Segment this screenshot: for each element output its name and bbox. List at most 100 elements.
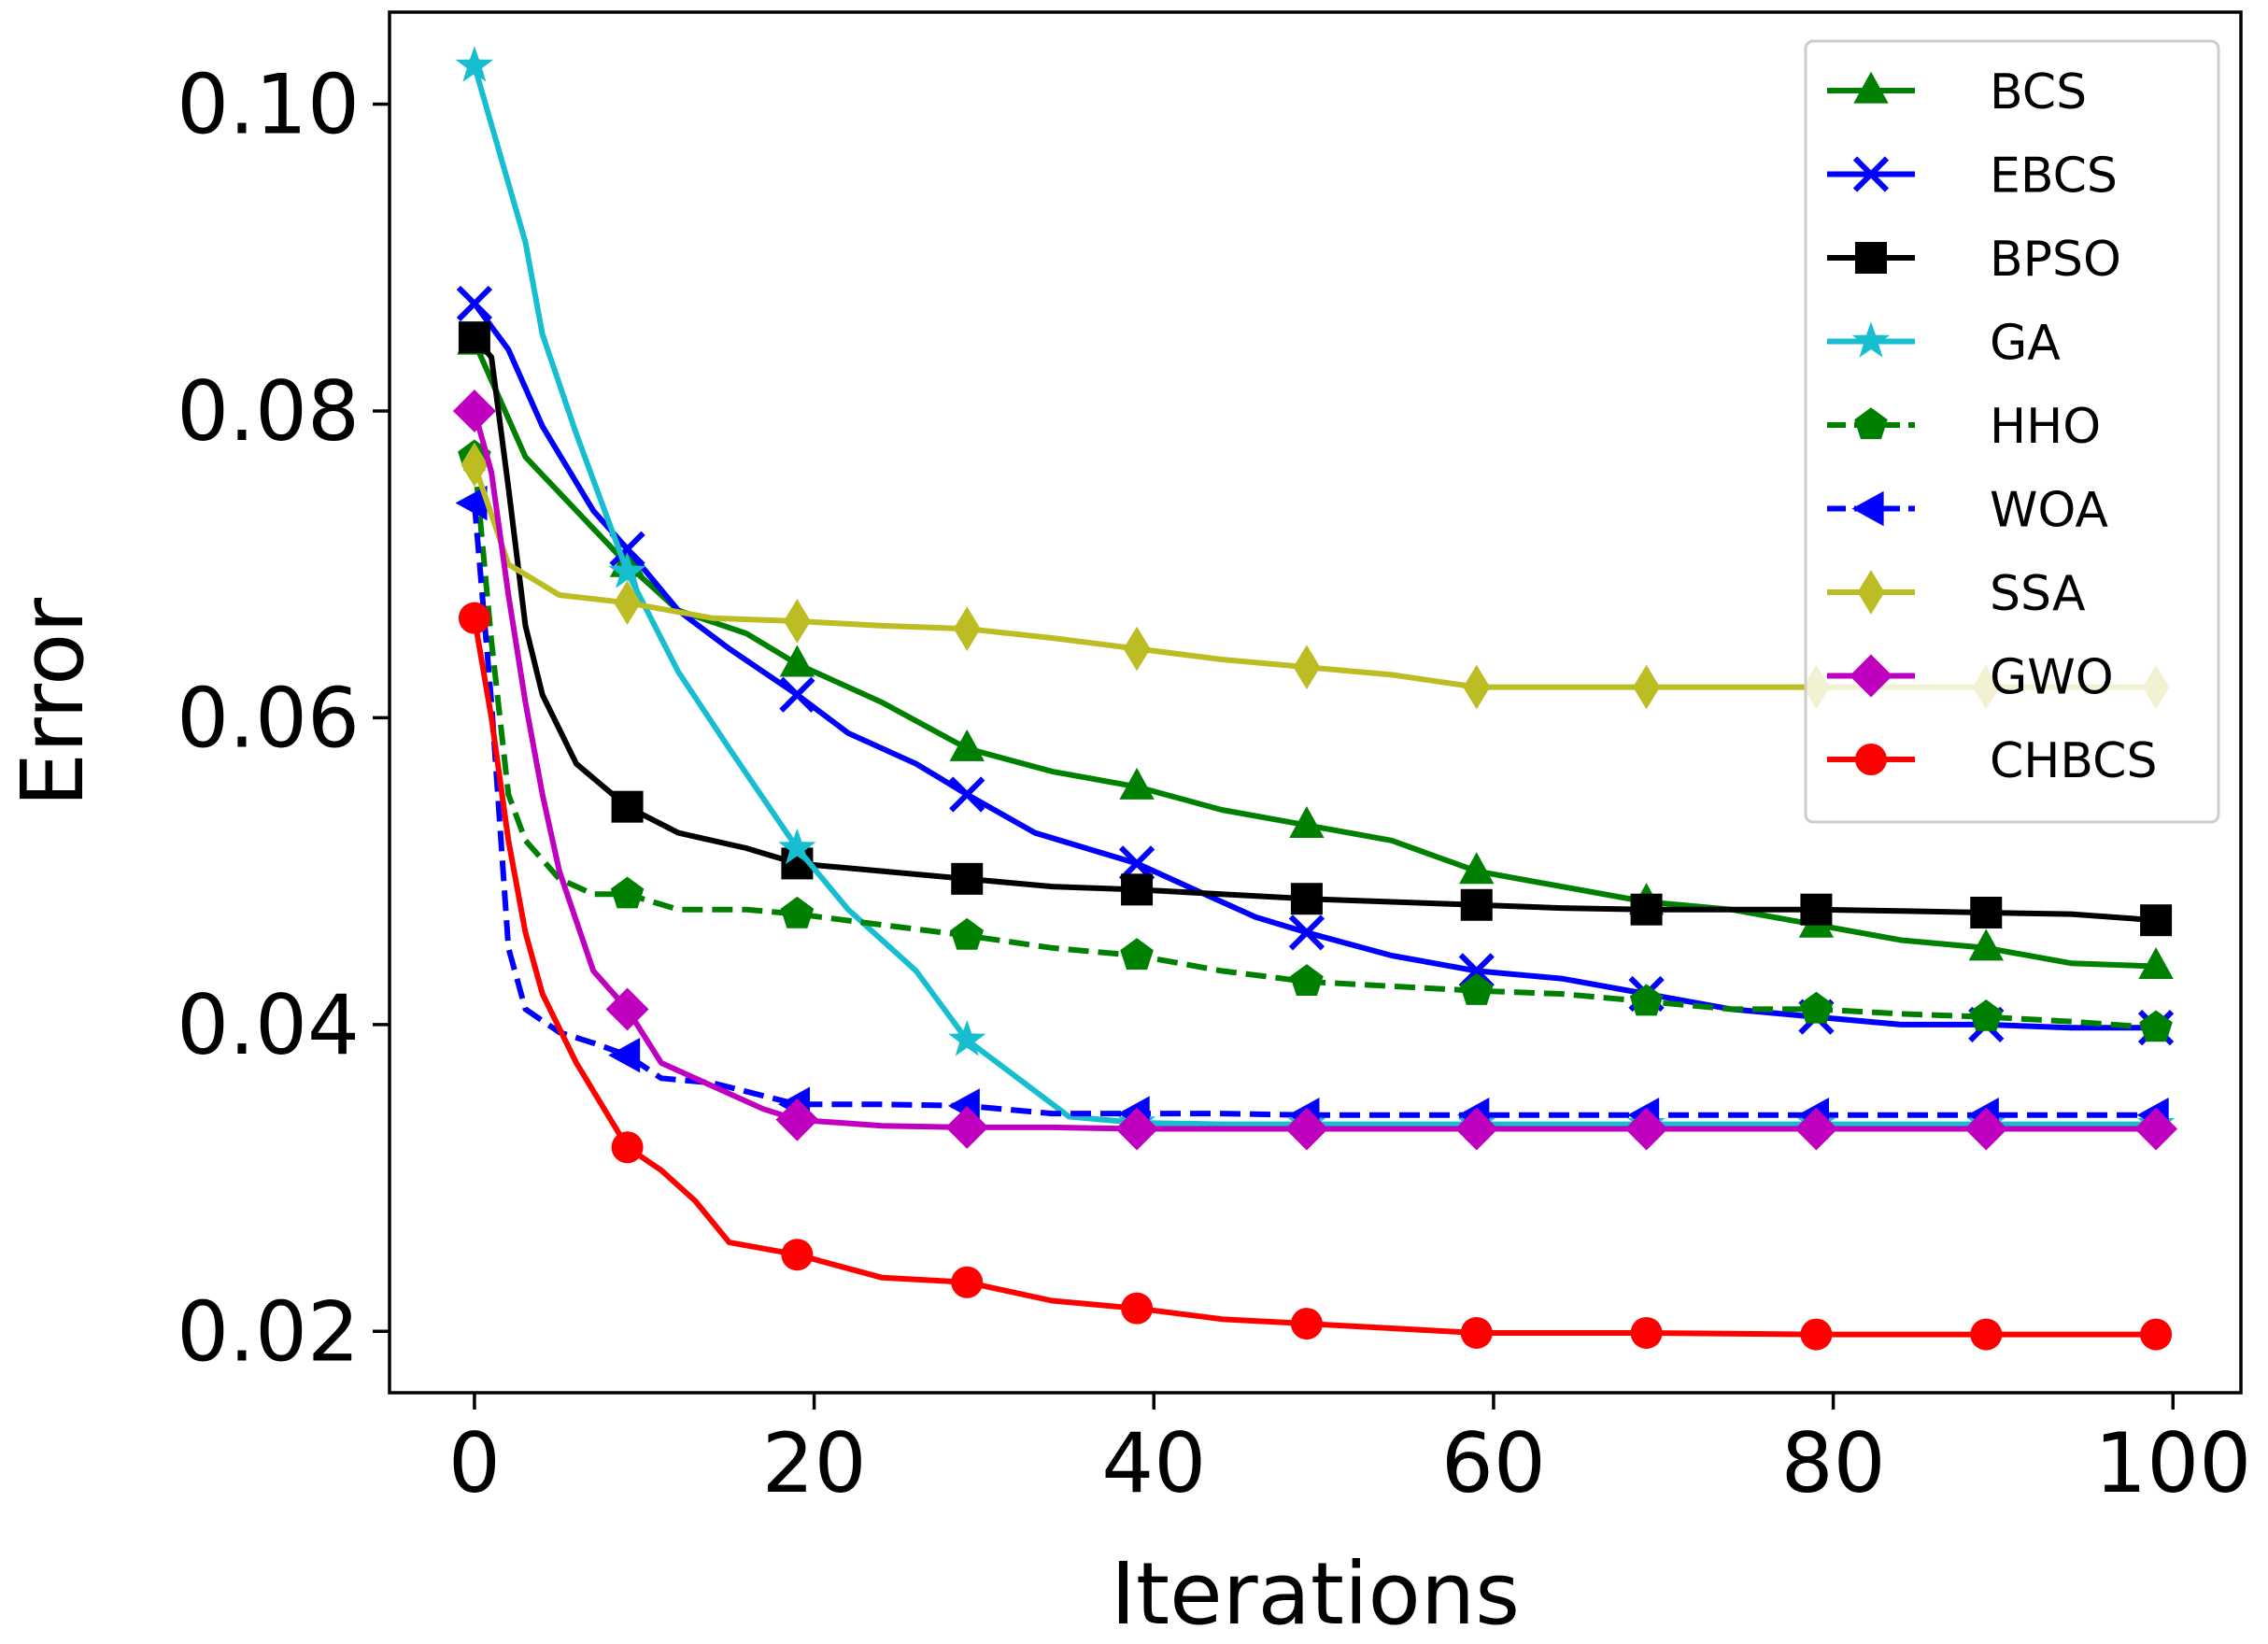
- data-point-gwo: [945, 1105, 989, 1149]
- data-point-bcs: [1459, 852, 1495, 885]
- data-point-bcs: [1119, 767, 1155, 800]
- series-line-gwo: [471, 408, 2160, 1132]
- series-line-woa: [471, 503, 2157, 1118]
- data-point-ssa: [1633, 664, 1661, 710]
- legend-entry-chbcs: CHBCS: [1827, 733, 2158, 789]
- legend-entry-hho: HHO: [1827, 399, 2101, 455]
- data-point-chbcs: [458, 602, 490, 634]
- data-point-ssa: [1123, 626, 1151, 672]
- x-tick-label: 80: [1781, 1415, 1886, 1511]
- legend-entry-ebcs: EBCS: [1827, 149, 2118, 205]
- legend-marker-woa: [1851, 490, 1884, 527]
- data-point-hho: [1290, 964, 1324, 997]
- y-axis: 0.02 0.04 0.06 0.08 0.10: [177, 57, 390, 1380]
- data-point-bpso: [2140, 904, 2173, 937]
- data-point-hho: [950, 917, 985, 950]
- data-point-woa: [608, 1038, 641, 1073]
- legend-marker-bcs: [1853, 71, 1889, 104]
- data-point-bcs: [1968, 928, 2004, 961]
- series-layer: [452, 46, 2178, 1351]
- data-point-chbcs: [781, 1239, 814, 1271]
- data-point-bpso: [1290, 883, 1323, 915]
- data-point-chbcs: [1460, 1316, 1493, 1349]
- data-point-bpso: [1460, 888, 1493, 921]
- legend-marker-chbcs: [1855, 744, 1887, 775]
- data-point-ga: [948, 1020, 986, 1056]
- data-point-ssa: [953, 606, 981, 651]
- data-point-gwo: [605, 987, 649, 1031]
- x-tick-label: 100: [2094, 1415, 2251, 1511]
- x-axis: 0 20 40 60 80 100: [448, 1393, 2251, 1511]
- data-point-gwo: [1794, 1107, 1838, 1151]
- data-point-gwo: [452, 390, 496, 432]
- data-point-ssa: [614, 580, 642, 626]
- legend-marker-ga: [1851, 321, 1891, 358]
- legend: BCS EBCS BPSO GA HHO WOA SSA GWO CHBCS: [1804, 39, 2220, 824]
- legend-box: [1804, 39, 2220, 824]
- data-point-bpso: [1630, 893, 1663, 926]
- data-point-gwo: [1454, 1107, 1498, 1151]
- data-point-bpso: [611, 790, 644, 823]
- data-point-hho: [780, 896, 815, 928]
- legend-entry-ga: GA: [1827, 316, 2061, 372]
- legend-label-gwo: GWO: [1990, 650, 2114, 706]
- legend-label-bcs: BCS: [1990, 64, 2087, 120]
- legend-entry-bcs: BCS: [1827, 64, 2087, 120]
- series-gwo: [452, 390, 2178, 1151]
- legend-marker-bpso: [1855, 242, 1887, 274]
- data-point-hho: [1629, 984, 1664, 1016]
- legend-label-ssa: SSA: [1990, 566, 2086, 622]
- data-point-gwo: [775, 1098, 819, 1141]
- plot-area-frame: [388, 10, 2243, 1395]
- data-point-chbcs: [1121, 1292, 1154, 1325]
- legend-marker-hho: [1854, 407, 1888, 440]
- data-point-hho: [1799, 991, 1834, 1024]
- data-point-gwo: [1624, 1107, 1668, 1151]
- data-point-ebcs: [456, 285, 493, 322]
- x-tick-label: 40: [1101, 1415, 1206, 1511]
- data-point-ebcs: [949, 776, 985, 813]
- data-point-chbcs: [611, 1131, 644, 1164]
- data-point-chbcs: [951, 1266, 984, 1298]
- data-point-chbcs: [2140, 1318, 2173, 1351]
- series-line-chbcs: [471, 615, 2160, 1338]
- data-point-bcs: [1289, 805, 1325, 838]
- data-point-bpso: [1121, 873, 1154, 906]
- data-point-hho: [610, 876, 645, 909]
- data-point-bcs: [949, 729, 985, 761]
- data-point-bcs: [2138, 947, 2174, 980]
- series-ssa: [461, 442, 2170, 710]
- data-point-gwo: [1115, 1107, 1159, 1151]
- data-point-bpso: [1970, 896, 2003, 928]
- data-point-hho: [1459, 973, 1494, 1005]
- series-chbcs: [458, 602, 2173, 1351]
- data-point-gwo: [1284, 1107, 1328, 1151]
- x-tick-label: 60: [1441, 1415, 1546, 1511]
- data-point-ssa: [461, 442, 489, 488]
- data-point-woa: [455, 485, 488, 521]
- data-point-ebcs: [1288, 914, 1325, 951]
- x-tick-label: 20: [762, 1415, 867, 1511]
- data-point-chbcs: [1970, 1318, 2003, 1351]
- data-point-chbcs: [1630, 1316, 1663, 1349]
- legend-marker-ebcs: [1852, 156, 1890, 192]
- data-point-bpso: [951, 862, 984, 895]
- data-point-chbcs: [1290, 1308, 1323, 1340]
- legend-label-ga: GA: [1990, 316, 2061, 372]
- legend-label-ebcs: EBCS: [1990, 149, 2118, 205]
- data-point-ga: [455, 46, 494, 82]
- legend-label-hho: HHO: [1990, 399, 2101, 455]
- x-axis-label: Iterations: [1111, 1544, 1520, 1644]
- y-tick-label: 0.06: [177, 670, 360, 766]
- data-point-ssa: [1293, 645, 1321, 690]
- legend-entry-gwo: GWO: [1827, 650, 2114, 706]
- x-tick-label: 0: [448, 1415, 501, 1511]
- data-point-ebcs: [779, 676, 815, 713]
- data-point-bpso: [458, 321, 490, 354]
- legend-marker-ssa: [1857, 570, 1885, 615]
- y-tick-label: 0.10: [177, 57, 360, 153]
- data-point-bpso: [1800, 893, 1833, 926]
- data-point-bcs: [779, 645, 815, 677]
- y-tick-label: 0.02: [177, 1283, 360, 1380]
